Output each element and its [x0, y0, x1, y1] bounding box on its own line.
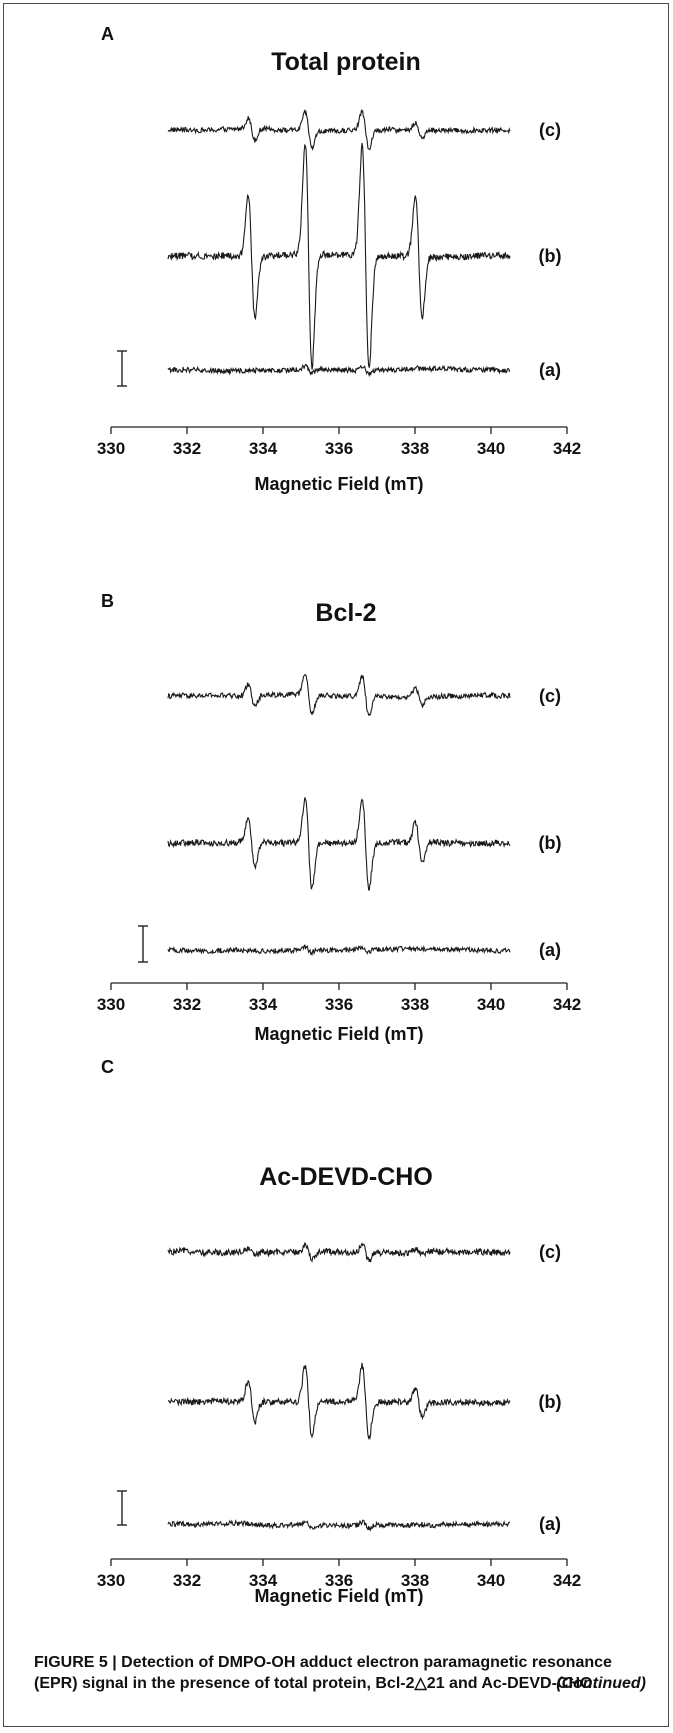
figure-caption: FIGURE 5 | Detection of DMPO-OH adduct e…: [34, 1652, 646, 1694]
x-tick-label: 338: [401, 995, 429, 1014]
x-tick-label: 338: [401, 439, 429, 458]
x-tick-label: 340: [477, 1571, 505, 1590]
x-tick-label: 336: [325, 439, 353, 458]
spectrum-trace: [167, 363, 511, 378]
panel-letter: B: [101, 591, 114, 611]
x-axis-title: Magnetic Field (mT): [254, 1586, 423, 1606]
spectrum-trace: [167, 1242, 511, 1263]
trace-label: (b): [539, 833, 562, 853]
x-tick-label: 342: [553, 1571, 581, 1590]
x-tick-label: 330: [97, 1571, 125, 1590]
figure-frame: A Total protein (c) (b) (a) 330 332 334 336 338 34…: [3, 3, 669, 1727]
x-tick-label: 336: [325, 995, 353, 1014]
x-tick-label: 334: [249, 1571, 278, 1590]
x-tick-label: 334: [249, 439, 278, 458]
x-axis-title: Magnetic Field (mT): [254, 474, 423, 494]
x-tick-label: 332: [173, 439, 201, 458]
x-tick-label: 334: [249, 995, 278, 1014]
caption-text: FIGURE 5 | Detection of DMPO-OH adduct e…: [34, 1654, 612, 1692]
panel-letter: C: [101, 1057, 114, 1077]
x-tick-label: 340: [477, 995, 505, 1014]
panel-title: Bcl-2: [315, 599, 376, 627]
x-tick-label: 342: [553, 439, 581, 458]
x-axis-title: Magnetic Field (mT): [254, 1024, 423, 1044]
panel-title: Ac-DEVD-CHO: [259, 1163, 433, 1191]
figure-canvas: A Total protein (c) (b) (a) 330 332 334 336 338 34…: [97, 24, 581, 1606]
x-tick-label: 336: [325, 1571, 353, 1590]
panel-b: B Bcl-2 (c) (b) (a) 330 332 334 336 338 340 342 Magn…: [97, 591, 581, 1044]
x-tick-label: 330: [97, 995, 125, 1014]
panel-title: Total protein: [271, 48, 421, 76]
trace-label: (a): [539, 360, 561, 380]
spectrum-trace: [167, 797, 511, 891]
x-tick-label: 330: [97, 439, 125, 458]
trace-label: (c): [539, 686, 561, 706]
x-tick-label: 332: [173, 1571, 201, 1590]
caption-continued: (Continued): [556, 1675, 646, 1692]
panel-c: C Ac-DEVD-CHO (c) (b) (a) 330 332 334 336 338 340 3…: [97, 1057, 581, 1606]
panel-letter: A: [101, 24, 114, 44]
spectrum-trace: [167, 1519, 511, 1532]
spectrum-trace: [167, 142, 511, 370]
x-tick-label: 332: [173, 995, 201, 1014]
spectrum-trace: [167, 944, 511, 957]
x-tick-label: 342: [553, 995, 581, 1014]
x-tick-label: 338: [401, 1571, 429, 1590]
trace-label: (b): [539, 246, 562, 266]
x-tick-label: 340: [477, 439, 505, 458]
trace-label: (b): [539, 1392, 562, 1412]
panel-a: A Total protein (c) (b) (a) 330 332 334 336 338 34…: [97, 24, 581, 494]
spectrum-trace: [167, 674, 511, 717]
spectrum-trace: [167, 108, 511, 151]
spectrum-trace: [167, 1362, 511, 1441]
trace-label: (c): [539, 120, 561, 140]
trace-label: (a): [539, 940, 561, 960]
trace-label: (a): [539, 1514, 561, 1534]
trace-label: (c): [539, 1242, 561, 1262]
